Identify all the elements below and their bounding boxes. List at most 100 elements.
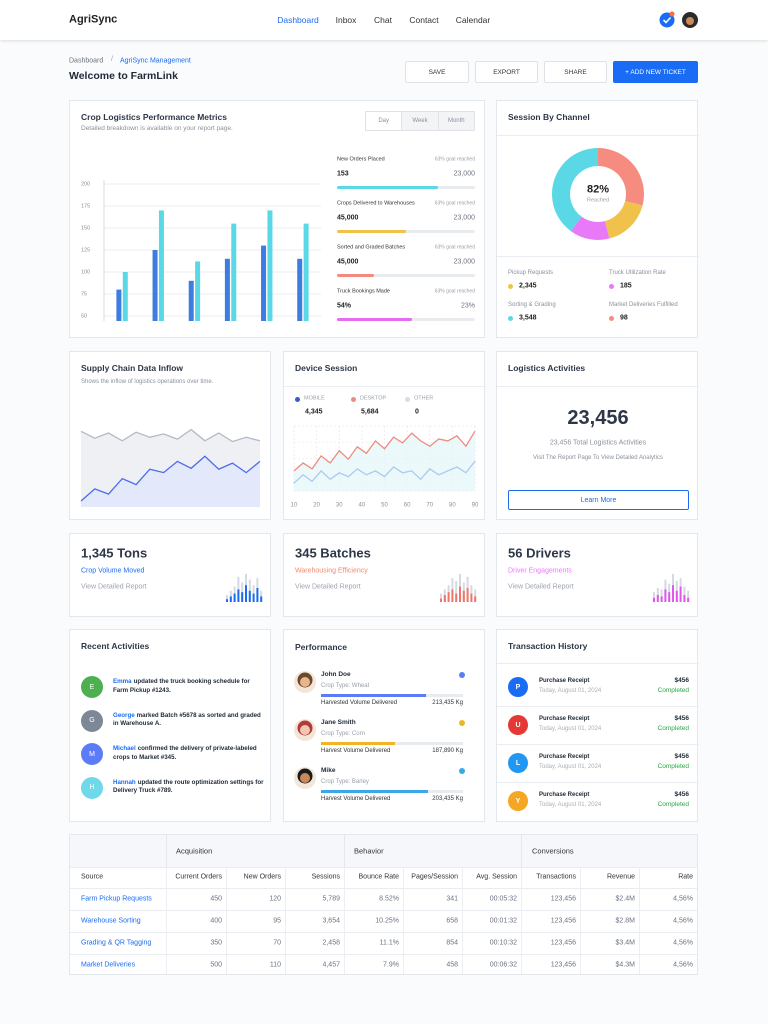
tab[interactable]: Month (437, 112, 474, 130)
notification-dot (669, 11, 675, 17)
row-rule (70, 954, 697, 955)
legend-label: OTHER (414, 395, 434, 402)
column-header: Pages/Session (411, 873, 458, 881)
column-group: Behavior (354, 846, 384, 856)
nav-link[interactable]: Calendar (455, 14, 491, 25)
table-cell: 4,56% (673, 895, 693, 903)
donut-center-value: 82% (586, 183, 610, 196)
kpi-description: 23,456 Total Logistics Activities (549, 439, 647, 447)
activity-user[interactable]: George (113, 711, 135, 719)
legend-value: 4,345 (305, 408, 323, 416)
legend-label: Market Deliveries Fulfilled (609, 302, 678, 308)
table-cell: 3,654 (322, 917, 340, 925)
nav-link[interactable]: Inbox (335, 14, 357, 25)
mini-bar (226, 599, 228, 602)
metric-value: 213,435 Kg (432, 700, 463, 706)
mini-bar (229, 590, 232, 602)
transaction-amount: $456 (674, 752, 689, 760)
activity-user[interactable]: Michael (113, 745, 136, 752)
column-header: Revenue (606, 873, 635, 881)
avatar-face (300, 725, 310, 735)
transaction-icon: L (508, 753, 528, 773)
legend-label: Pickup Requests (508, 270, 554, 276)
row-source[interactable]: Farm Pickup Requests (81, 895, 152, 903)
nav-link[interactable]: Chat (374, 14, 392, 25)
progress-fill (321, 694, 427, 697)
tab[interactable]: Day (366, 112, 402, 130)
breadcrumb-separator: / (111, 56, 113, 63)
table-cell: 00:01:32 (489, 917, 517, 925)
card-subtitle: Detailed breakdown is available on your … (81, 124, 233, 132)
breadcrumb-item[interactable]: Dashboard (69, 57, 104, 65)
metric-goal: 63% goal reached (434, 156, 475, 163)
table-cell: 123,456 (550, 961, 576, 969)
header-button[interactable]: SAVE (405, 61, 469, 83)
mini-bar (252, 585, 255, 602)
legend-dot (405, 396, 410, 402)
series-line (293, 430, 476, 472)
stat-link[interactable]: View Detailed Report (81, 583, 147, 591)
mini-bar (474, 589, 477, 602)
row-source[interactable]: Grading & QR Tagging (81, 939, 152, 947)
column-header: New Orders (243, 873, 281, 881)
stat-value: 56 Drivers (508, 545, 571, 561)
stat-link[interactable]: View Detailed Report (508, 583, 574, 591)
bar (158, 210, 164, 321)
transaction-title: Purchase Receipt (539, 678, 590, 684)
mini-bar (226, 595, 228, 602)
metric-goal: 63% goal reached (434, 200, 475, 207)
legend-dot (609, 316, 614, 321)
nav-link[interactable]: Dashboard (277, 14, 319, 25)
nav-icons (659, 11, 698, 28)
table-cell: 70 (273, 939, 281, 947)
row-source[interactable]: Warehouse Sorting (81, 917, 141, 925)
x-tick-label: 20 (313, 503, 320, 509)
donut-segment (552, 148, 598, 232)
metric-label: Truck Bookings Made (337, 288, 390, 295)
table-cell: 341 (446, 895, 458, 903)
legend-value: 5,684 (361, 408, 379, 416)
stat-value: 1,345 Tons (81, 545, 148, 561)
legend-dot (508, 284, 513, 289)
learn-more-button[interactable]: Learn More (508, 490, 689, 510)
status-dot (459, 672, 465, 678)
column-rule (285, 867, 286, 974)
legend-dot (295, 396, 300, 402)
notification-icon[interactable] (659, 12, 675, 28)
activity-user[interactable]: Emma (113, 678, 132, 685)
tab[interactable]: Week (401, 112, 438, 130)
avatar-initial: E (89, 683, 95, 691)
crop-metrics-card: Crop Logistics Performance Metrics Detail… (69, 100, 485, 338)
stat-value: 345 Batches (295, 545, 371, 561)
legend-value: 3,548 (519, 314, 537, 322)
y-tick-label: 75 (81, 291, 87, 297)
activity-user[interactable]: Hannah (113, 778, 136, 786)
header-button[interactable]: EXPORT (475, 61, 538, 83)
card-title: Supply Chain Data Inflow (81, 362, 184, 373)
header-button[interactable]: + ADD NEW TICKET (613, 61, 698, 83)
card-title: Recent Activities (81, 640, 150, 651)
stat-link[interactable]: View Detailed Report (295, 583, 361, 591)
progress-fill (337, 230, 406, 233)
person-name: John Doe (321, 670, 351, 678)
metric-label: Harvested Volume Delivered (321, 700, 398, 706)
donut-segment (604, 200, 643, 239)
activity-text: George marked Batch #5678 as sorted and g… (113, 712, 265, 732)
metric-label: New Orders Placed (337, 156, 385, 163)
legend-dot (508, 316, 513, 321)
mini-bar (455, 581, 458, 602)
y-tick-label: 150 (81, 225, 90, 231)
page-title: Welcome to FarmLink (69, 69, 178, 82)
row-source[interactable]: Market Deliveries (81, 961, 136, 969)
transactions-card: Transaction History P Purchase Receipt Toda… (496, 629, 699, 822)
breadcrumb-item[interactable]: AgriSync Management (120, 57, 191, 65)
header-button[interactable]: SHARE (544, 61, 607, 83)
stat-label: Crop Volume Moved (81, 567, 145, 575)
mini-bar (256, 588, 259, 602)
transaction-title: Purchase Receipt (539, 754, 590, 760)
metric-value: 187,890 Kg (432, 748, 463, 754)
person-name: Jane Smith (321, 718, 356, 726)
nav-link[interactable]: Contact (409, 14, 439, 25)
mini-bar (656, 595, 659, 602)
transaction-date: Today, August 01, 2024 (539, 802, 602, 808)
